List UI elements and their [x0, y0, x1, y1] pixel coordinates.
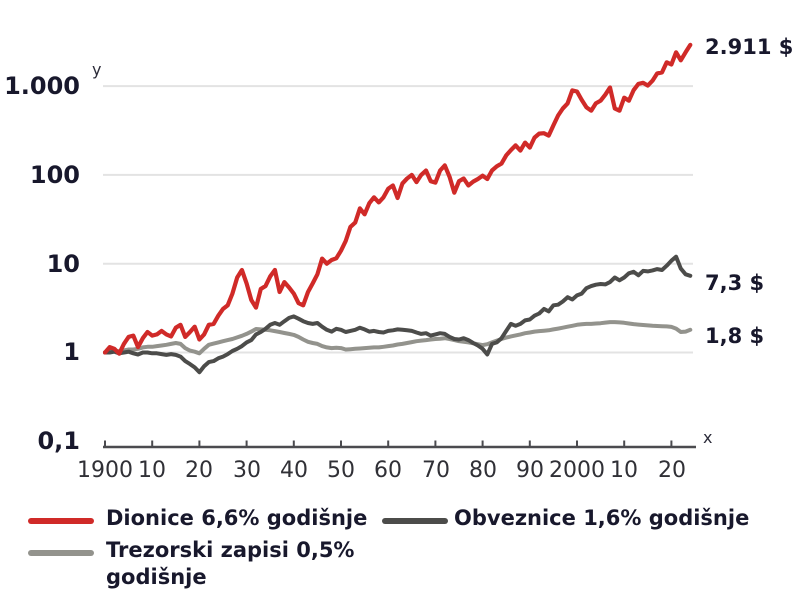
bonds-legend-swatch [382, 518, 448, 524]
x-tick-label-1930: 30 [233, 458, 261, 483]
x-tick-label-1960: 60 [374, 458, 402, 483]
stocks-end-value-label: 2.911 $ [705, 35, 794, 59]
y-tick-label-0-1: 0,1 [37, 427, 80, 455]
x-tick-label-1980: 80 [469, 458, 497, 483]
x-axis-letter: x [703, 428, 713, 447]
x-tick-label-2000: 2000 [549, 458, 605, 483]
x-tick-label-1990: 90 [516, 458, 544, 483]
y-tick-label-100: 100 [29, 161, 80, 189]
y-axis-letter: y [92, 60, 102, 79]
y-tick-label-10: 10 [46, 250, 80, 278]
y-tick-label-1: 1 [63, 338, 80, 366]
bills-end-value-label: 1,8 $ [705, 324, 765, 348]
x-tick-label-1940: 40 [280, 458, 308, 483]
bonds-legend-label: Obveznice 1,6% godišnje [454, 506, 750, 530]
bonds-end-value-label: 7,3 $ [705, 271, 765, 295]
x-tick-label-1970: 70 [422, 458, 450, 483]
log-line-chart-plot [102, 42, 696, 449]
stocks-legend-label: Dionice 6,6% godišnje [106, 506, 368, 530]
x-tick-label-2010: 10 [610, 458, 638, 483]
x-tick-label-1910: 10 [138, 458, 166, 483]
x-tick-label-1900: 1900 [77, 458, 133, 483]
bills-legend-swatch [28, 550, 94, 556]
stocks-legend-swatch [28, 518, 94, 524]
x-tick-label-1950: 50 [327, 458, 355, 483]
x-tick-label-2020: 20 [658, 458, 686, 483]
x-tick-label-1920: 20 [185, 458, 213, 483]
bills-legend-label: Trezorski zapisi 0,5% godišnje [106, 538, 355, 589]
y-tick-label-1000: 1.000 [4, 72, 80, 100]
